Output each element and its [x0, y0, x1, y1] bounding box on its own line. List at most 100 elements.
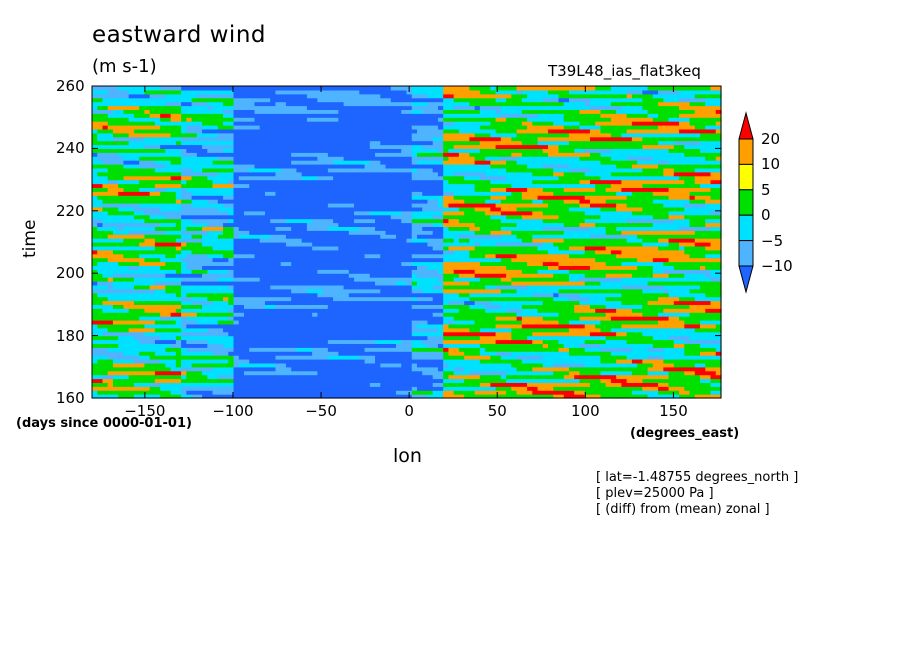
heatmap-cell	[244, 292, 250, 298]
heatmap-cell	[317, 183, 324, 188]
heatmap-cell	[254, 132, 261, 138]
heatmap-cell	[228, 160, 235, 165]
heatmap-cell	[160, 253, 166, 259]
heatmap-cell	[212, 300, 219, 305]
heatmap-cell	[317, 222, 324, 227]
heatmap-cell	[259, 89, 266, 95]
heatmap-cell	[128, 97, 135, 103]
heatmap-cell	[270, 125, 277, 130]
heatmap-cell	[380, 378, 387, 383]
heatmap-cell	[301, 343, 308, 348]
heatmap-cell	[107, 234, 114, 239]
heatmap-cell	[411, 203, 418, 208]
heatmap-cell	[390, 394, 397, 399]
heatmap-cell	[217, 253, 224, 259]
heatmap-cell	[348, 203, 355, 208]
heatmap-cell	[123, 152, 130, 157]
heatmap-cell	[139, 89, 146, 95]
heatmap-cell	[254, 343, 261, 348]
heatmap-cell	[390, 277, 397, 282]
heatmap-cell	[254, 257, 261, 263]
heatmap-cell	[238, 144, 245, 149]
heatmap-cell	[364, 359, 371, 364]
heatmap-cell	[306, 218, 313, 224]
heatmap-cell	[92, 284, 98, 290]
heatmap-cell	[348, 234, 355, 239]
heatmap-cell	[401, 362, 408, 368]
heatmap-cell	[291, 97, 298, 103]
heatmap-cell	[343, 382, 350, 387]
heatmap-cell	[301, 316, 308, 321]
heatmap-cell	[212, 320, 219, 325]
heatmap-cell	[343, 152, 350, 157]
heatmap-cell	[364, 167, 371, 173]
heatmap-cell	[202, 121, 208, 126]
heatmap-cell	[359, 113, 366, 118]
heatmap-cell	[233, 339, 240, 344]
heatmap-cell	[217, 374, 224, 380]
heatmap-cell	[212, 136, 219, 142]
heatmap-cell	[212, 226, 219, 231]
heatmap-cell	[144, 351, 151, 356]
heatmap-cell	[207, 374, 214, 380]
heatmap-cell	[170, 261, 177, 266]
heatmap-cell	[118, 316, 125, 321]
heatmap-cell	[348, 230, 355, 235]
heatmap-cell	[322, 125, 329, 130]
heatmap-cell	[333, 257, 339, 263]
heatmap-cell	[375, 206, 381, 212]
heatmap-cell	[396, 347, 402, 352]
heatmap-cell	[133, 148, 140, 153]
heatmap-cell	[228, 281, 235, 286]
heatmap-cell	[233, 109, 240, 114]
heatmap-cell	[170, 89, 177, 95]
heatmap-cell	[154, 284, 161, 290]
heatmap-cell	[223, 284, 229, 290]
heatmap-cell	[280, 284, 287, 290]
heatmap-cell	[133, 347, 140, 352]
heatmap-cell	[333, 382, 339, 387]
heatmap-cell	[223, 89, 229, 95]
heatmap-cell	[291, 300, 298, 305]
heatmap-cell	[301, 331, 308, 337]
heatmap-cell	[202, 93, 208, 99]
heatmap-cell	[217, 230, 224, 235]
heatmap-cell	[380, 323, 387, 329]
heatmap-cell	[128, 304, 135, 309]
heatmap-cell	[390, 175, 397, 181]
heatmap-cell	[107, 347, 114, 352]
heatmap-cell	[275, 117, 282, 122]
heatmap-cell	[296, 93, 303, 99]
heatmap-cell	[396, 242, 402, 247]
heatmap-cell	[411, 269, 418, 274]
heatmap-cell	[191, 171, 198, 177]
heatmap-cell	[375, 179, 381, 185]
heatmap-cell	[181, 105, 187, 110]
heatmap-cell	[354, 347, 360, 352]
heatmap-cell	[102, 316, 109, 321]
heatmap-cell	[264, 164, 271, 169]
heatmap-cell	[175, 378, 182, 383]
heatmap-cell	[390, 113, 397, 118]
heatmap-cell	[280, 238, 287, 243]
heatmap-cell	[228, 152, 235, 157]
heatmap-cell	[306, 316, 313, 321]
heatmap-cell	[375, 242, 381, 247]
heatmap-cell	[170, 281, 177, 286]
heatmap-cell	[359, 187, 366, 192]
heatmap-cell	[238, 140, 245, 146]
heatmap-cell	[154, 93, 161, 99]
heatmap-cell	[385, 284, 392, 290]
heatmap-cell	[369, 238, 376, 243]
heatmap-cell	[160, 288, 166, 294]
heatmap-cell	[107, 386, 114, 391]
heatmap-cell	[191, 93, 198, 99]
heatmap-cell	[118, 195, 125, 200]
heatmap-cell	[238, 97, 245, 103]
heatmap-cell	[411, 195, 418, 200]
heatmap-cell	[411, 339, 418, 344]
heatmap-cell	[233, 234, 240, 239]
heatmap-cell	[181, 281, 187, 286]
heatmap-cell	[359, 253, 366, 259]
heatmap-cell	[139, 261, 146, 266]
